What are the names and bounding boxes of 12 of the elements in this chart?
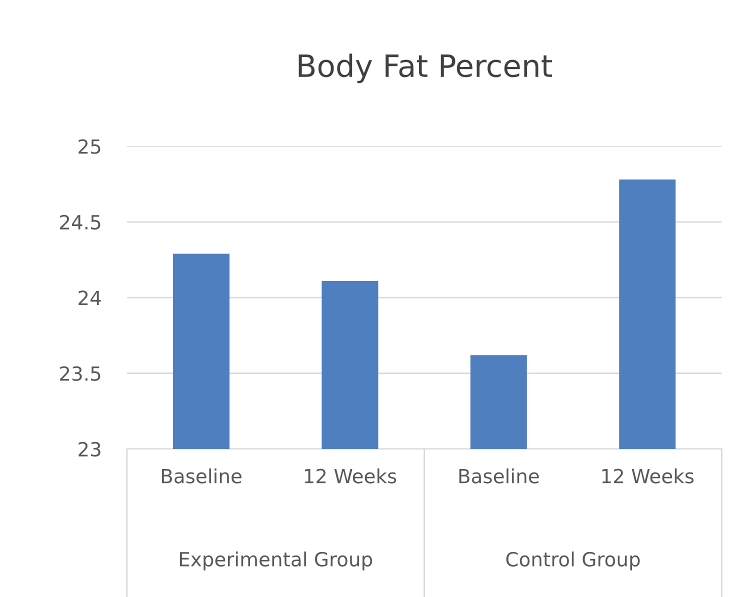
- chart-title: Body Fat Percent: [298, 54, 552, 84]
- y-tick-label: 24.5: [60, 214, 100, 230]
- y-tick-label: 23: [78, 442, 100, 457]
- y-tick-label: 23.5: [60, 366, 100, 381]
- x-tick-label: 12 Weeks: [304, 468, 396, 484]
- text: Experimental Group: [180, 552, 372, 570]
- x-tick-label: Baseline: [459, 468, 539, 484]
- text: Control Group: [506, 552, 640, 570]
- x-tick-label: Baseline: [162, 468, 242, 484]
- y-tick-label: 25: [78, 139, 100, 154]
- x-tick-label: 12 Weeks: [602, 468, 694, 484]
- y-tick-label: 24: [78, 290, 101, 305]
